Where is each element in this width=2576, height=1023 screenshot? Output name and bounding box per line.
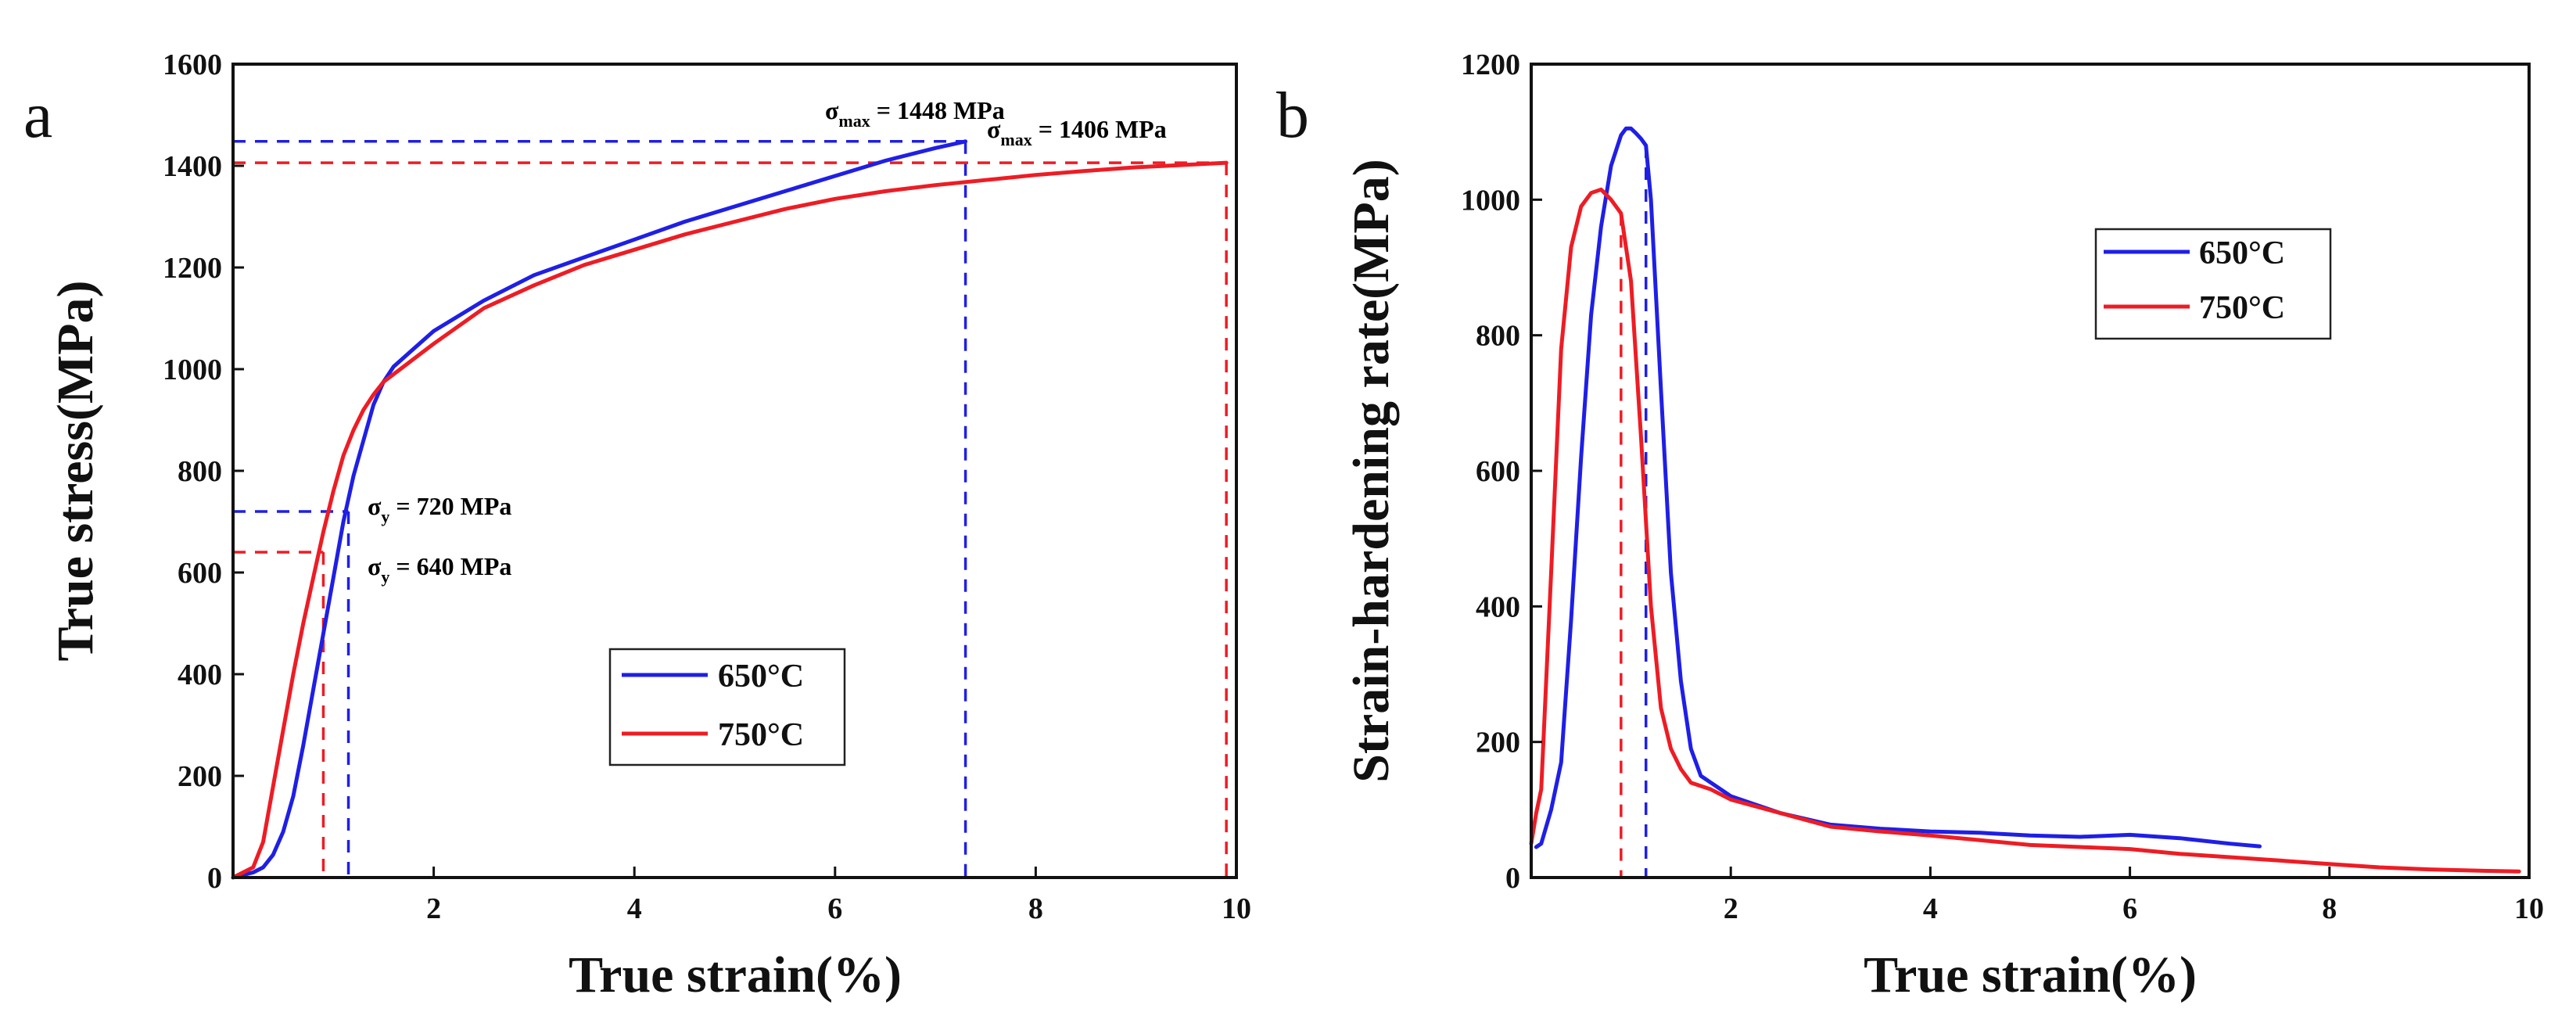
y-tick-label-b-200: 200 <box>1476 727 1520 759</box>
plot-b-ylabel: Strain-hardening rate(MPa) <box>1343 159 1400 782</box>
annotation-sigma-max-650-sub: max <box>838 111 870 131</box>
annotation-sigma-max-750: σmax = 1406 MPa <box>987 115 1167 149</box>
y-tick-label-a-1000: 1000 <box>163 354 222 386</box>
y-tick-label-a-1600: 1600 <box>163 48 222 81</box>
plot-a-legend-box <box>608 648 846 766</box>
annotation-sigma-max-650: σmax = 1448 MPa <box>825 96 1005 131</box>
y-tick-label-b-600: 600 <box>1476 455 1520 488</box>
plot-a-xlabel: True strain(%) <box>569 946 902 1003</box>
plot-a-data-layer <box>231 139 1229 880</box>
x-tick-label-b-2: 2 <box>1724 892 1738 925</box>
panel-b-label: b <box>1276 79 1309 152</box>
plot-b-data-layer <box>1529 126 2521 878</box>
y-tick-label-b-400: 400 <box>1476 590 1520 623</box>
annotation-sigma-max-650-rest: = 1448 MPa <box>870 96 1005 124</box>
y-tick-label-a-1400: 1400 <box>163 150 222 183</box>
y-tick-label-a-800: 800 <box>178 455 222 488</box>
plot-b-legend: 650°C 750°C <box>2094 228 2332 340</box>
series-line-b-750 <box>1529 187 2521 874</box>
x-tick-label-b-4: 4 <box>1923 892 1938 925</box>
x-tick-label-a-10: 10 <box>1222 892 1251 925</box>
y-tick-label-b-800: 800 <box>1476 320 1520 353</box>
plot-a-legend-label-750: 750°C <box>718 717 804 753</box>
plot-b-legend-label-750: 750°C <box>2199 290 2285 326</box>
x-tick-label-b-6: 6 <box>2122 892 2137 925</box>
annotation-sigma-y-650-base: σ <box>368 492 382 520</box>
x-tick-label-a-8: 8 <box>1028 892 1043 925</box>
plot-a-ylabel: True stress(MPa) <box>47 281 104 662</box>
x-tick-label-a-4: 4 <box>627 892 642 925</box>
annotation-sigma-y-750-sub: y <box>381 567 389 587</box>
x-tick-label-b-8: 8 <box>2322 892 2337 925</box>
series-line-a-750 <box>231 160 1229 880</box>
plot-b-xlabel: True strain(%) <box>1864 946 2197 1003</box>
y-tick-label-a-600: 600 <box>178 557 222 590</box>
annotation-sigma-max-750-sub: max <box>1000 130 1031 149</box>
y-tick-label-a-200: 200 <box>178 760 222 793</box>
annotation-sigma-max-750-rest: = 1406 MPa <box>1032 115 1167 143</box>
series-line-a-650 <box>231 139 968 880</box>
plot-a-legend-label-650: 650°C <box>718 659 804 695</box>
y-tick-label-b-0: 0 <box>1505 862 1520 895</box>
panel-a-label: a <box>23 79 52 152</box>
annotation-sigma-y-650: σy = 720 MPa <box>368 492 511 526</box>
panel-a: a 0 200 400 600 800 1000 1200 1400 1600 2 4 6 8 10 Tr… <box>23 48 1251 1003</box>
series-line-b-650 <box>1534 126 2262 849</box>
plot-b-legend-label-650: 650°C <box>2199 235 2285 271</box>
annotation-sigma-y-750-rest: = 640 MPa <box>389 552 511 580</box>
plot-b-ticks: 0 200 400 600 800 1000 1200 2 4 6 8 10 <box>1461 48 2544 925</box>
y-tick-label-b-1200: 1200 <box>1461 48 1520 81</box>
y-tick-label-a-400: 400 <box>178 659 222 691</box>
y-tick-label-a-0: 0 <box>207 862 222 895</box>
annotation-sigma-y-650-rest: = 720 MPa <box>389 492 511 520</box>
y-tick-label-a-1200: 1200 <box>163 252 222 285</box>
plot-a-legend: 650°C 750°C <box>608 648 846 766</box>
annotation-sigma-y-750: σy = 640 MPa <box>368 552 511 587</box>
x-tick-label-a-2: 2 <box>426 892 441 925</box>
x-tick-label-b-10: 10 <box>2514 892 2544 925</box>
plot-b-legend-box <box>2094 228 2332 340</box>
y-tick-label-b-1000: 1000 <box>1461 184 1520 217</box>
annotation-sigma-y-750-base: σ <box>368 552 382 580</box>
x-tick-label-a-6: 6 <box>827 892 842 925</box>
plot-a-ticks: 0 200 400 600 800 1000 1200 1400 1600 2 4 6 8 10 <box>163 48 1251 925</box>
annotation-sigma-max-750-base: σ <box>987 115 1001 143</box>
annotation-sigma-max-650-base: σ <box>825 96 839 124</box>
annotation-sigma-y-650-sub: y <box>381 507 389 526</box>
plot-b-frame <box>1530 63 2531 879</box>
panel-b: b 0 200 400 600 800 1000 1200 2 4 6 8 10 True strai… <box>1276 48 2544 1003</box>
